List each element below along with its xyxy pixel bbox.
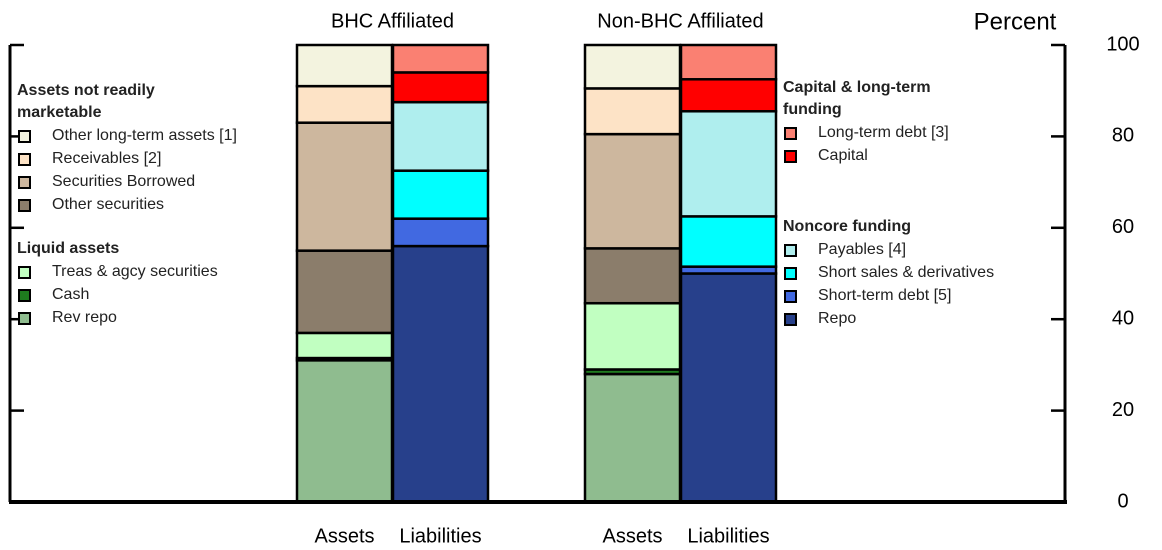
x-tick-label: Assets bbox=[602, 525, 662, 547]
legend-label: Capital bbox=[818, 147, 868, 164]
bar-segment bbox=[583, 132, 682, 250]
legend-item: Rev repo bbox=[17, 306, 218, 329]
legend-label: Short-term debt [5] bbox=[818, 287, 952, 304]
legend-label: Rev repo bbox=[52, 309, 117, 326]
bar-segment bbox=[295, 331, 394, 360]
bar-segment bbox=[679, 110, 778, 218]
legend-label: Short sales & derivatives bbox=[818, 264, 995, 281]
legend-swatch bbox=[784, 313, 797, 326]
bar-segment bbox=[583, 43, 682, 90]
legend-item: Repo bbox=[783, 307, 994, 330]
legend-swatch bbox=[18, 176, 31, 189]
y-tick-label: 80 bbox=[1112, 125, 1134, 147]
legend-swatch bbox=[18, 153, 31, 166]
legend-label: Long-term debt [3] bbox=[818, 124, 949, 141]
legend-swatch bbox=[784, 290, 797, 303]
legend-item: Capital bbox=[783, 144, 958, 167]
bar-segment bbox=[679, 272, 778, 504]
group-title: BHC Affiliated bbox=[331, 10, 454, 32]
legend-label: Other long-term assets [1] bbox=[52, 127, 237, 144]
bar-segment bbox=[679, 78, 778, 113]
legend-heading: Assets not readily marketable bbox=[17, 82, 155, 121]
bar-segment bbox=[391, 244, 490, 504]
legend-swatch bbox=[18, 199, 31, 212]
y-tick-label: 40 bbox=[1112, 307, 1134, 329]
legend-item: Other long-term assets [1] bbox=[17, 124, 237, 147]
bar-segment bbox=[679, 215, 778, 268]
bar-segment bbox=[295, 43, 394, 88]
legend-group: Noncore funding Payables [4] Short sales &… bbox=[783, 216, 994, 330]
bar-segment bbox=[391, 169, 490, 220]
legend-swatch bbox=[784, 127, 797, 140]
legend-item: Cash bbox=[17, 283, 218, 306]
bar-segment bbox=[391, 43, 490, 74]
bar-segment bbox=[583, 247, 682, 305]
legend-swatch bbox=[18, 266, 31, 279]
legend-item: Securities Borrowed bbox=[17, 170, 237, 193]
legend-heading: Liquid assets bbox=[17, 240, 120, 257]
x-tick-label: Liabilities bbox=[687, 525, 769, 547]
bar-segment bbox=[391, 100, 490, 172]
legend-swatch bbox=[18, 312, 31, 325]
legend-label: Treas & agcy securities bbox=[52, 263, 218, 280]
legend-heading: Noncore funding bbox=[783, 218, 911, 235]
bar-segment bbox=[583, 301, 682, 371]
bar-segment bbox=[583, 372, 682, 504]
y-tick-label: 0 bbox=[1117, 490, 1128, 512]
bar-segment bbox=[583, 87, 682, 136]
legend-group: Assets not readily marketable Other long-… bbox=[17, 80, 237, 216]
legend-heading: Capital & long-term funding bbox=[783, 79, 931, 118]
legend-item: Short sales & derivatives bbox=[783, 261, 994, 284]
group-title: Non-BHC Affiliated bbox=[597, 10, 763, 32]
y-axis-label: Percent bbox=[974, 8, 1057, 35]
y-tick-label: 100 bbox=[1106, 33, 1139, 55]
y-tick-label: 60 bbox=[1112, 216, 1134, 238]
x-tick-label: Liabilities bbox=[399, 525, 481, 547]
legend-label: Cash bbox=[52, 286, 90, 303]
legend-swatch bbox=[18, 130, 31, 143]
legend-label: Payables [4] bbox=[818, 241, 907, 258]
x-tick-label: Assets bbox=[314, 525, 374, 547]
legend-item: Other securities bbox=[17, 193, 237, 216]
bar-segment bbox=[391, 71, 490, 104]
legend-label: Receivables [2] bbox=[52, 150, 162, 167]
bar-segment bbox=[295, 249, 394, 335]
bar-segment bbox=[391, 217, 490, 248]
legend-item: Treas & agcy securities bbox=[17, 260, 218, 283]
bar-segment bbox=[295, 84, 394, 124]
legend-item: Payables [4] bbox=[783, 238, 994, 261]
y-tick-label: 20 bbox=[1112, 399, 1134, 421]
legend-swatch bbox=[784, 244, 797, 257]
bar-segment bbox=[679, 43, 778, 81]
legend-group: Capital & long-term funding Long-term deb… bbox=[783, 77, 958, 167]
legend-swatch bbox=[18, 289, 31, 302]
bar-segment bbox=[295, 359, 394, 504]
legend-item: Long-term debt [3] bbox=[783, 121, 958, 144]
legend-item: Receivables [2] bbox=[17, 147, 237, 170]
legend-swatch bbox=[784, 150, 797, 163]
legend-label: Securities Borrowed bbox=[52, 173, 196, 190]
legend-item: Short-term debt [5] bbox=[783, 284, 994, 307]
legend-label: Other securities bbox=[52, 196, 165, 213]
legend-swatch bbox=[784, 267, 797, 280]
bar-segment bbox=[295, 121, 394, 252]
legend-group: Liquid assets Treas & agcy securities Cash… bbox=[17, 238, 218, 329]
legend-label: Repo bbox=[818, 310, 857, 327]
